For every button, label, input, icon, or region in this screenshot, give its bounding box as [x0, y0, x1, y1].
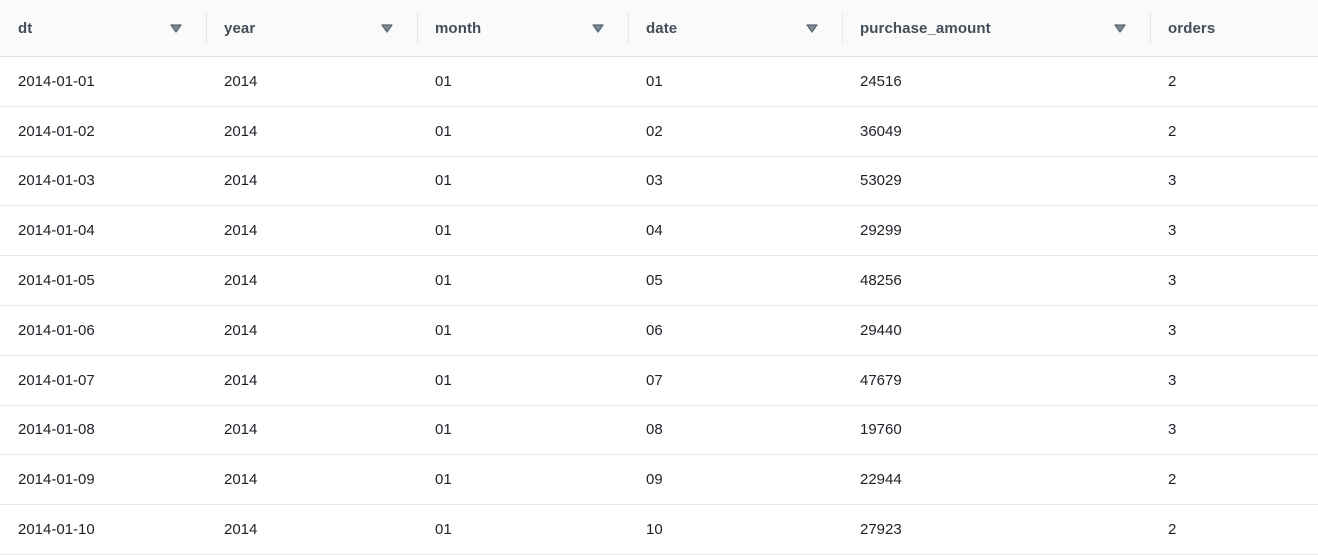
cell-month: 01	[435, 421, 452, 439]
table-body: 2014-01-01 2014 01 01 24516 2 2014-01-02 2014 01…	[0, 57, 1318, 555]
cell-dt: 2014-01-05	[18, 272, 95, 290]
cell-purchase_amount: 19760	[860, 421, 902, 439]
table-row: 2014-01-08 2014 01 08 19760 3	[0, 405, 1318, 456]
cell-purchase_amount: 48256	[860, 272, 902, 290]
cell-orders: 3	[1168, 222, 1177, 240]
table-row: 2014-01-06 2014 01 06 29440 3	[0, 305, 1318, 356]
column-label-date: date	[646, 19, 678, 37]
table-row: 2014-01-02 2014 01 02 36049 2	[0, 106, 1318, 157]
cell-month: 01	[435, 222, 452, 240]
cell-date: 02	[646, 122, 663, 140]
cell-dt: 2014-01-06	[18, 321, 95, 339]
cell-purchase_amount: 27923	[860, 521, 902, 539]
cell-purchase_amount: 22944	[860, 471, 902, 489]
filter-dropdown-icon[interactable]	[1112, 20, 1128, 36]
cell-year: 2014	[224, 321, 258, 339]
table-row: 2014-01-04 2014 01 04 29299 3	[0, 206, 1318, 257]
column-label-year: year	[224, 19, 256, 37]
cell-orders: 3	[1168, 321, 1177, 339]
filter-dropdown-icon[interactable]	[379, 20, 395, 36]
cell-dt: 2014-01-02	[18, 122, 95, 140]
column-label-month: month	[435, 19, 482, 37]
cell-month: 01	[435, 321, 452, 339]
cell-dt: 2014-01-10	[18, 521, 95, 539]
cell-purchase_amount: 24516	[860, 72, 902, 90]
cell-month: 01	[435, 272, 452, 290]
cell-year: 2014	[224, 122, 258, 140]
cell-month: 01	[435, 471, 452, 489]
cell-orders: 3	[1168, 371, 1177, 389]
cell-year: 2014	[224, 471, 258, 489]
cell-year: 2014	[224, 172, 258, 190]
cell-date: 03	[646, 172, 663, 190]
cell-date: 04	[646, 222, 663, 240]
table-row: 2014-01-09 2014 01 09 22944 2	[0, 455, 1318, 506]
cell-date: 09	[646, 471, 663, 489]
cell-year: 2014	[224, 222, 258, 240]
column-header-dt: dt	[0, 0, 206, 56]
filter-dropdown-icon[interactable]	[804, 20, 820, 36]
table-header: dt year month date purchase_amount orders	[0, 0, 1318, 57]
cell-year: 2014	[224, 421, 258, 439]
cell-year: 2014	[224, 272, 258, 290]
cell-date: 06	[646, 321, 663, 339]
column-header-month: month	[417, 0, 628, 56]
cell-date: 10	[646, 521, 663, 539]
cell-purchase_amount: 47679	[860, 371, 902, 389]
cell-purchase_amount: 36049	[860, 122, 902, 140]
filter-dropdown-icon[interactable]	[168, 20, 184, 36]
filter-dropdown-icon[interactable]	[590, 20, 606, 36]
cell-dt: 2014-01-01	[18, 72, 95, 90]
cell-orders: 3	[1168, 172, 1177, 190]
cell-orders: 2	[1168, 471, 1177, 489]
cell-orders: 2	[1168, 72, 1177, 90]
cell-date: 01	[646, 72, 663, 90]
column-header-purchase_amount: purchase_amount	[842, 0, 1150, 56]
column-label-dt: dt	[18, 19, 33, 37]
table-row: 2014-01-07 2014 01 07 47679 3	[0, 355, 1318, 406]
cell-month: 01	[435, 122, 452, 140]
column-header-orders: orders	[1150, 0, 1318, 56]
cell-date: 07	[646, 371, 663, 389]
table-row: 2014-01-10 2014 01 10 27923 2	[0, 505, 1318, 555]
cell-orders: 2	[1168, 122, 1177, 140]
column-header-date: date	[628, 0, 842, 56]
cell-date: 05	[646, 272, 663, 290]
cell-month: 01	[435, 72, 452, 90]
cell-year: 2014	[224, 521, 258, 539]
cell-dt: 2014-01-04	[18, 222, 95, 240]
cell-purchase_amount: 29440	[860, 321, 902, 339]
cell-year: 2014	[224, 371, 258, 389]
cell-purchase_amount: 53029	[860, 172, 902, 190]
cell-dt: 2014-01-07	[18, 371, 95, 389]
table-row: 2014-01-01 2014 01 01 24516 2	[0, 57, 1318, 107]
cell-month: 01	[435, 371, 452, 389]
table-row: 2014-01-05 2014 01 05 48256 3	[0, 256, 1318, 306]
column-header-year: year	[206, 0, 417, 56]
cell-orders: 3	[1168, 272, 1177, 290]
cell-dt: 2014-01-09	[18, 471, 95, 489]
cell-purchase_amount: 29299	[860, 222, 902, 240]
cell-orders: 2	[1168, 521, 1177, 539]
cell-date: 08	[646, 421, 663, 439]
cell-month: 01	[435, 521, 452, 539]
table-row: 2014-01-03 2014 01 03 53029 3	[0, 156, 1318, 207]
cell-year: 2014	[224, 72, 258, 90]
cell-dt: 2014-01-08	[18, 421, 95, 439]
column-label-orders: orders	[1168, 19, 1216, 37]
cell-orders: 3	[1168, 421, 1177, 439]
cell-month: 01	[435, 172, 452, 190]
column-label-purchase_amount: purchase_amount	[860, 19, 991, 37]
cell-dt: 2014-01-03	[18, 172, 95, 190]
